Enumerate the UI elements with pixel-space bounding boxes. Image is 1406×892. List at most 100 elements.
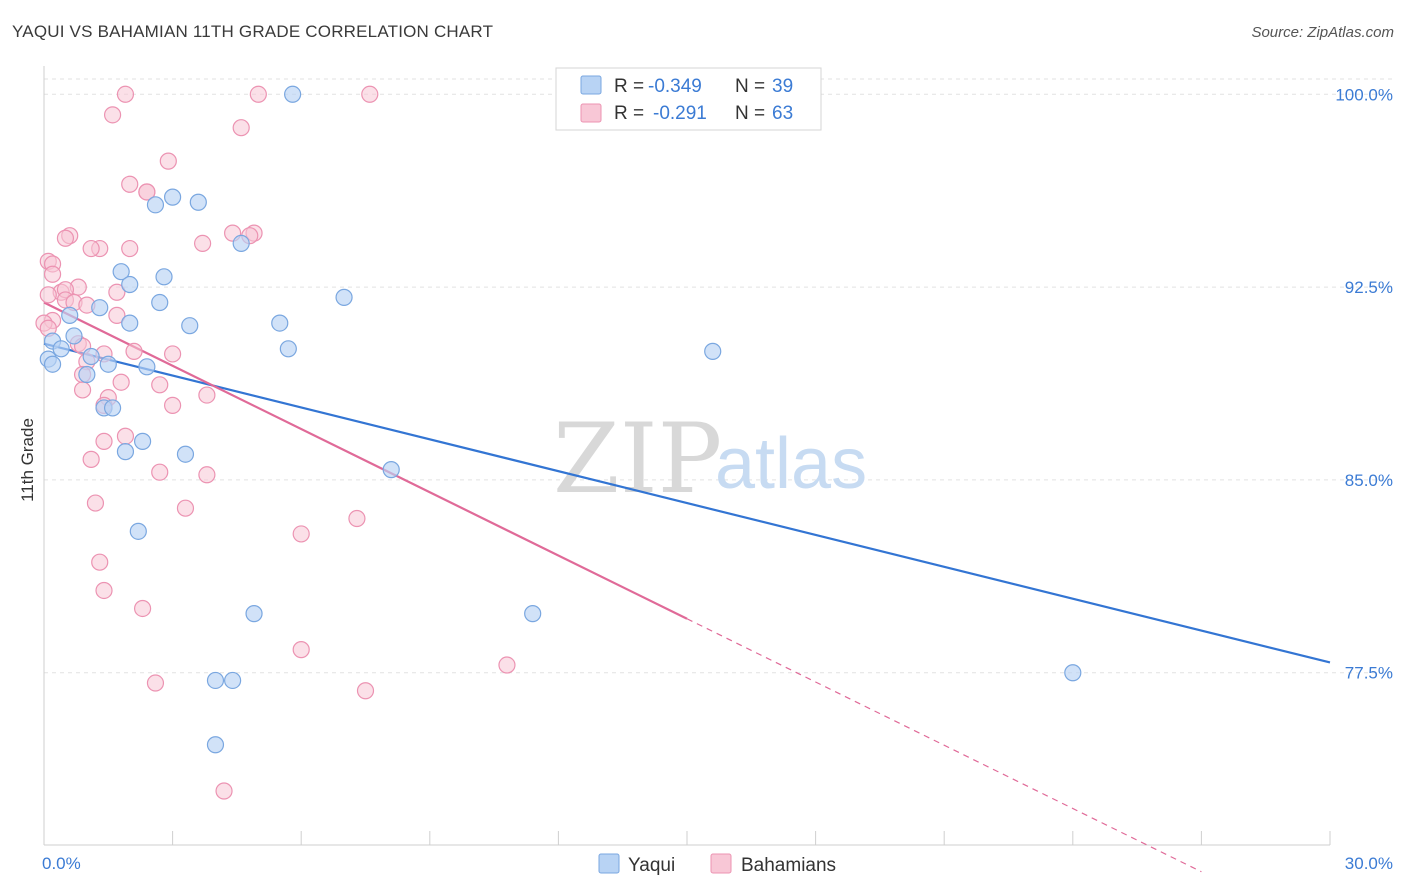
watermark: ZIP atlas [553, 403, 867, 515]
yaqui-points [39, 85, 1082, 754]
yaqui-point [1064, 664, 1082, 682]
yaqui-point [284, 85, 302, 103]
bahamian-point [194, 234, 212, 252]
bahamian-r-label: R = [614, 103, 644, 124]
y-tick-labels: 77.5% 85.0% 92.5% 100.0% [1335, 85, 1393, 682]
y-tick-label: 85.0% [1345, 471, 1393, 490]
y-tick-label: 92.5% [1345, 278, 1393, 297]
bahamian-trend-line [43, 301, 688, 620]
yaqui-point [176, 445, 195, 463]
bahamian-point [125, 342, 143, 360]
watermark-zip: ZIP [553, 403, 722, 515]
bahamian-point [121, 239, 139, 258]
bahamian-point [164, 396, 182, 414]
bahamian-point [198, 386, 216, 404]
yaqui-point [382, 461, 400, 479]
yaqui-point [129, 522, 147, 540]
bahamian-point [116, 427, 135, 445]
yaqui-point [121, 275, 139, 294]
bahamian-point [249, 85, 267, 103]
bahamian-r-value: -0.291 [653, 103, 707, 124]
source-label: Source: ZipAtlas.com [1251, 24, 1394, 41]
yaqui-point [82, 347, 100, 366]
bahamian-point [116, 85, 135, 103]
yaqui-point [189, 193, 207, 211]
bahamian-point [91, 553, 109, 571]
bahamian-point [121, 175, 139, 193]
x-tick-label: 30.0% [1345, 854, 1393, 873]
bahamian-point [292, 641, 310, 659]
legend-bahamians-swatch [710, 853, 732, 874]
yaqui-point [138, 358, 156, 376]
watermark-atlas: atlas [715, 424, 867, 504]
bahamian-point [86, 494, 105, 512]
bahamian-n-value: 63 [772, 103, 793, 124]
yaqui-point [206, 671, 225, 690]
bahamian-point [176, 499, 195, 517]
x-tick-label: 0.0% [42, 854, 81, 873]
bahamian-point [82, 239, 100, 258]
bahamian-point [348, 509, 366, 528]
yaqui-point [112, 263, 130, 281]
yaqui-trend-line [43, 342, 1331, 664]
yaqui-n-value: 39 [772, 76, 793, 97]
bahamian-point [198, 466, 216, 484]
yaqui-point [245, 605, 263, 623]
chart-title: YAQUI VS BAHAMIAN 11TH GRADE CORRELATION… [12, 22, 494, 41]
yaqui-n-label: N = [735, 76, 765, 97]
legend-yaqui-swatch [598, 853, 620, 874]
yaqui-r-label: R = [614, 76, 644, 97]
bahamian-point [95, 581, 113, 600]
y-axis-title: 11th Grade [18, 418, 37, 502]
bahamian-point [138, 183, 156, 201]
yaqui-point [206, 736, 225, 754]
y-tick-label: 100.0% [1335, 85, 1393, 104]
yaqui-point [103, 399, 122, 417]
bahamian-points [35, 85, 516, 800]
yaqui-point [146, 196, 165, 214]
x-tick-labels: 0.0% 30.0% [42, 854, 1393, 873]
bahamian-point [164, 345, 182, 363]
yaqui-r-value: -0.349 [648, 76, 702, 97]
yaqui-point [61, 306, 79, 324]
legend-bahamians-label: Bahamians [741, 855, 836, 876]
yaqui-point [335, 288, 353, 306]
yaqui-point [155, 268, 173, 286]
yaqui-point [181, 317, 199, 335]
bahamian-point [159, 152, 177, 170]
bahamian-point [103, 106, 122, 124]
bahamian-point [108, 283, 126, 301]
bahamian-point [43, 265, 62, 283]
bahamian-point [361, 85, 379, 103]
bahamian-point [146, 674, 165, 692]
bahamian-trend-extension [686, 618, 1202, 873]
bahamian-point [56, 229, 75, 247]
bahamian-point [39, 286, 57, 304]
trend-lines [43, 301, 1331, 873]
legend-yaqui-label: Yaqui [628, 855, 675, 876]
bahamian-point [356, 682, 375, 700]
gridlines [44, 78, 1395, 674]
yaqui-point [524, 605, 542, 623]
stats-legend: R = -0.349 N = 39 R = -0.291 N = 63 [555, 67, 822, 131]
yaqui-swatch [580, 75, 602, 95]
series-legend: Yaqui Bahamians [598, 853, 836, 876]
yaqui-point [271, 314, 289, 332]
bahamian-point [112, 373, 130, 391]
bahamian-point [133, 599, 152, 618]
bahamian-point [215, 782, 233, 800]
yaqui-point [99, 355, 117, 373]
y-tick-label: 77.5% [1345, 664, 1393, 683]
bahamian-point [232, 119, 250, 137]
yaqui-point [121, 314, 139, 332]
yaqui-point [65, 327, 83, 345]
yaqui-point [164, 188, 182, 206]
yaqui-point [704, 342, 722, 360]
yaqui-point [151, 293, 169, 312]
bahamian-point [151, 376, 169, 394]
yaqui-point [91, 299, 109, 317]
bahamian-point [82, 450, 100, 468]
bahamian-point [108, 306, 126, 324]
bahamian-point [73, 381, 92, 399]
